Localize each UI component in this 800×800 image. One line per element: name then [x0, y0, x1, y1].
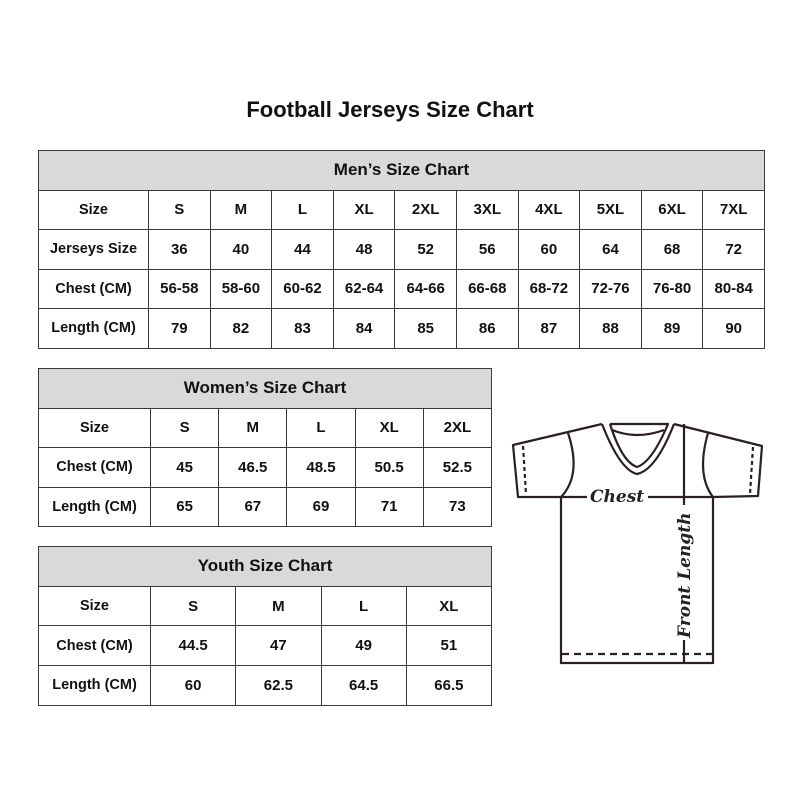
row-label: Chest (CM) — [38, 447, 151, 488]
collar-outer — [600, 423, 676, 476]
front-length-label: Front Length — [675, 513, 695, 639]
table-cell: 86 — [455, 308, 519, 349]
table-cell: 62-64 — [332, 268, 396, 309]
table-cell: 68 — [640, 229, 704, 270]
table-cell: 51 — [405, 625, 493, 667]
mens-size-table: Men’s Size Chart Size S M L XL 2XL 3XL 4XL 5XL 6X… — [38, 150, 765, 349]
womens-size-table: Women’s Size Chart Size S M L XL 2XL Chest (CM… — [38, 368, 493, 527]
collar-inner — [608, 422, 670, 469]
table-cell: 60 — [517, 229, 581, 270]
table-cell: S — [148, 189, 211, 230]
row-label: Length (CM) — [38, 308, 149, 349]
youth-size-table: Youth Size Chart Size S M L XL Chest (CM) 44.5… — [38, 546, 493, 706]
table-row: Size S M L XL 2XL 3XL 4XL 5XL 6XL 7XL — [38, 189, 765, 230]
table-cell: 65 — [149, 486, 220, 527]
table-cell: M — [218, 407, 288, 448]
table-cell: 66.5 — [405, 665, 493, 706]
table-cell: 64-66 — [394, 268, 457, 309]
table-cell: XL — [332, 189, 396, 230]
table-cell: 46.5 — [218, 447, 288, 488]
table-cell: 67 — [218, 486, 288, 527]
table-cell: 82 — [209, 308, 273, 349]
table-cell: 73 — [422, 486, 493, 527]
table-cell: 52 — [394, 229, 457, 270]
table-cell: L — [271, 189, 334, 230]
row-label: Length (CM) — [38, 665, 151, 706]
table-cell: 5XL — [579, 189, 642, 230]
table-cell: 52.5 — [422, 447, 493, 488]
chest-label: Chest — [590, 487, 644, 507]
mens-table-caption: Men’s Size Chart — [38, 150, 765, 191]
page-title: Football Jerseys Size Chart — [246, 97, 534, 122]
table-cell: 2XL — [394, 189, 457, 230]
table-cell: 90 — [702, 308, 765, 349]
table-cell: 79 — [148, 308, 211, 349]
right-sleeve-seam — [701, 432, 714, 498]
table-cell: 36 — [148, 229, 211, 270]
row-label: Size — [38, 585, 151, 627]
youth-table-caption: Youth Size Chart — [38, 546, 492, 587]
table-cell: 64 — [579, 229, 642, 270]
table-cell: 69 — [286, 486, 356, 527]
table-cell: 50.5 — [354, 447, 424, 488]
row-label: Chest (CM) — [38, 625, 151, 667]
table-cell: S — [149, 585, 237, 627]
table-cell: 72 — [702, 229, 765, 270]
table-cell: 84 — [332, 308, 396, 349]
table-row: Length (CM) 65 67 69 71 73 — [38, 486, 493, 527]
row-label: Size — [38, 407, 151, 448]
table-cell: 40 — [209, 229, 273, 270]
table-cell: 71 — [354, 486, 424, 527]
table-cell: 58-60 — [209, 268, 273, 309]
table-cell: XL — [405, 585, 493, 627]
left-sleeve-seam — [560, 432, 575, 498]
table-cell: 88 — [579, 308, 642, 349]
table-cell: M — [235, 585, 322, 627]
table-row: Chest (CM) 45 46.5 48.5 50.5 52.5 — [38, 447, 493, 488]
table-row: Length (CM) 60 62.5 64.5 66.5 — [38, 665, 493, 706]
table-row: Jerseys Size 36 40 44 48 52 56 60 64 68 72 — [38, 229, 765, 270]
row-label: Length (CM) — [38, 486, 151, 527]
table-cell: 48 — [332, 229, 396, 270]
table-cell: 60-62 — [271, 268, 334, 309]
jersey-outline — [511, 422, 764, 665]
table-cell: 48.5 — [286, 447, 356, 488]
table-row: Size S M L XL — [38, 585, 493, 627]
womens-table-caption: Women’s Size Chart — [38, 368, 492, 409]
table-cell: 89 — [640, 308, 704, 349]
table-row: Length (CM) 79 82 83 84 85 86 87 88 89 90 — [38, 308, 765, 349]
table-cell: 64.5 — [320, 665, 407, 706]
table-cell: 44 — [271, 229, 334, 270]
table-cell: 85 — [394, 308, 457, 349]
row-label: Jerseys Size — [38, 229, 149, 270]
table-cell: 62.5 — [235, 665, 322, 706]
table-cell: M — [209, 189, 273, 230]
table-cell: S — [149, 407, 220, 448]
table-cell: 80-84 — [702, 268, 765, 309]
